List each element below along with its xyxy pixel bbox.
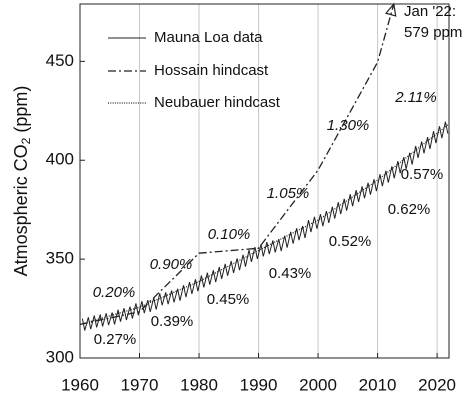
annotation: 0.39%: [151, 313, 194, 330]
annotation: 579 ppm: [404, 24, 462, 41]
legend-label: Mauna Loa data: [154, 29, 263, 46]
y-tick-label: 450: [46, 51, 74, 70]
annotation: 0.10%: [208, 226, 251, 243]
x-tick-label: 1990: [240, 375, 278, 394]
x-tick-label: 1960: [61, 375, 99, 394]
legend-label: Hossain hindcast: [154, 62, 269, 79]
arrow-head: [384, 2, 397, 17]
y-axis-label-sub: 2: [19, 137, 33, 144]
x-tick-label: 2010: [359, 375, 397, 394]
series-line: [81, 121, 449, 331]
series-line: [80, 4, 395, 326]
annotation: 0.57%: [401, 166, 444, 183]
annotation: Jan '22:: [404, 3, 456, 20]
series-line: [80, 123, 449, 326]
annotation: 0.43%: [269, 265, 312, 282]
annotation: 0.45%: [207, 291, 250, 308]
x-tick-label: 1980: [180, 375, 218, 394]
annotation: 0.62%: [388, 201, 431, 218]
annotation: 0.52%: [329, 233, 372, 250]
x-tick-label: 2020: [418, 375, 456, 394]
y-tick-label: 400: [46, 150, 74, 169]
annotation: 1.30%: [327, 117, 370, 134]
x-tick-label: 1970: [121, 375, 159, 394]
plot-area: [80, 4, 449, 331]
annotation: 0.27%: [94, 331, 137, 348]
y-axis-label-text: Atmospheric CO: [11, 144, 31, 276]
annotation: 0.90%: [150, 256, 193, 273]
annotation: 2.11%: [394, 89, 436, 106]
legend-label: Neubauer hindcast: [154, 94, 281, 111]
annotation: 1.05%: [267, 185, 310, 202]
x-tick-label: 2000: [299, 375, 337, 394]
annotation: 0.20%: [93, 284, 136, 301]
y-axis-label: Atmospheric CO2 (ppm): [11, 86, 33, 277]
y-tick-label: 350: [46, 249, 74, 268]
y-axis-label-unit: (ppm): [11, 86, 31, 133]
plot-frame: [79, 3, 450, 359]
y-tick-label: 300: [46, 347, 74, 366]
